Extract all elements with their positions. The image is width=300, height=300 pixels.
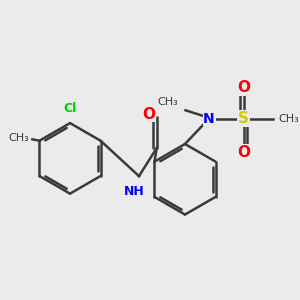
Text: CH₃: CH₃ bbox=[279, 114, 299, 124]
Text: N: N bbox=[203, 112, 215, 126]
Text: CH₃: CH₃ bbox=[158, 97, 178, 106]
Text: CH₃: CH₃ bbox=[8, 134, 29, 143]
Text: Cl: Cl bbox=[63, 102, 76, 115]
Text: O: O bbox=[142, 107, 155, 122]
Text: S: S bbox=[238, 111, 249, 126]
Text: O: O bbox=[237, 80, 250, 95]
Text: NH: NH bbox=[124, 184, 145, 198]
Text: O: O bbox=[237, 145, 250, 160]
